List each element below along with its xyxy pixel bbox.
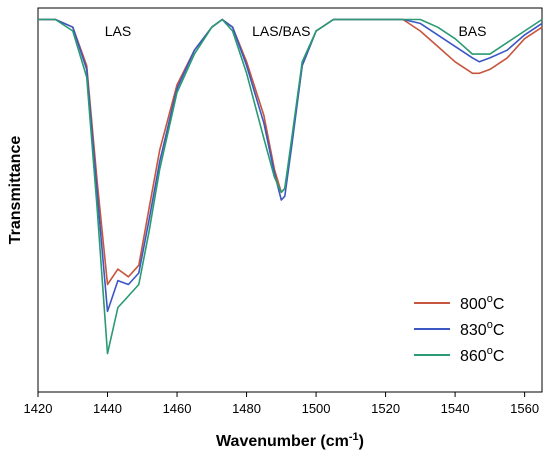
x-axis-ticks: 1420 1440 1460 1480 1500 1520 1540 1560 bbox=[24, 392, 539, 416]
legend-label-sup: o bbox=[487, 293, 493, 305]
legend-label: 800oC bbox=[460, 293, 504, 313]
x-axis-title: Wavenumber (cm-1) bbox=[216, 431, 364, 450]
legend-label-sup: o bbox=[487, 345, 493, 357]
x-tick-label: 1480 bbox=[232, 401, 261, 416]
series-line-860 bbox=[38, 18, 543, 355]
series-line-830 bbox=[38, 18, 543, 313]
y-axis-title: Transmittance bbox=[7, 136, 24, 245]
band-annotation: LAS bbox=[105, 23, 131, 39]
x-axis-title-sup: -1 bbox=[349, 431, 359, 443]
legend-label-main: 800 bbox=[460, 296, 487, 313]
x-tick-label: 1440 bbox=[93, 401, 122, 416]
band-annotation: BAS bbox=[458, 23, 486, 39]
legend-label-end: C bbox=[493, 322, 505, 339]
x-axis-title-end: ) bbox=[359, 433, 364, 450]
legend-label-end: C bbox=[493, 348, 505, 365]
legend-label-main: 860 bbox=[460, 348, 487, 365]
x-tick-label: 1460 bbox=[163, 401, 192, 416]
legend-label-end: C bbox=[493, 296, 505, 313]
plot-frame bbox=[37, 7, 543, 393]
x-tick-label: 1540 bbox=[441, 401, 470, 416]
legend-label: 830oC bbox=[460, 319, 504, 339]
legend-label-sup: o bbox=[487, 319, 493, 331]
series-lines bbox=[38, 18, 543, 355]
band-annotations: LAS LAS/BAS BAS bbox=[105, 23, 487, 39]
legend-label-main: 830 bbox=[460, 322, 487, 339]
x-tick-label: 1560 bbox=[510, 401, 539, 416]
x-tick-label: 1500 bbox=[302, 401, 331, 416]
band-annotation: LAS/BAS bbox=[252, 23, 310, 39]
x-tick-label: 1420 bbox=[24, 401, 53, 416]
x-tick-label: 1520 bbox=[371, 401, 400, 416]
x-axis-title-main: Wavenumber (cm bbox=[216, 433, 349, 450]
legend-label: 860oC bbox=[460, 345, 504, 365]
